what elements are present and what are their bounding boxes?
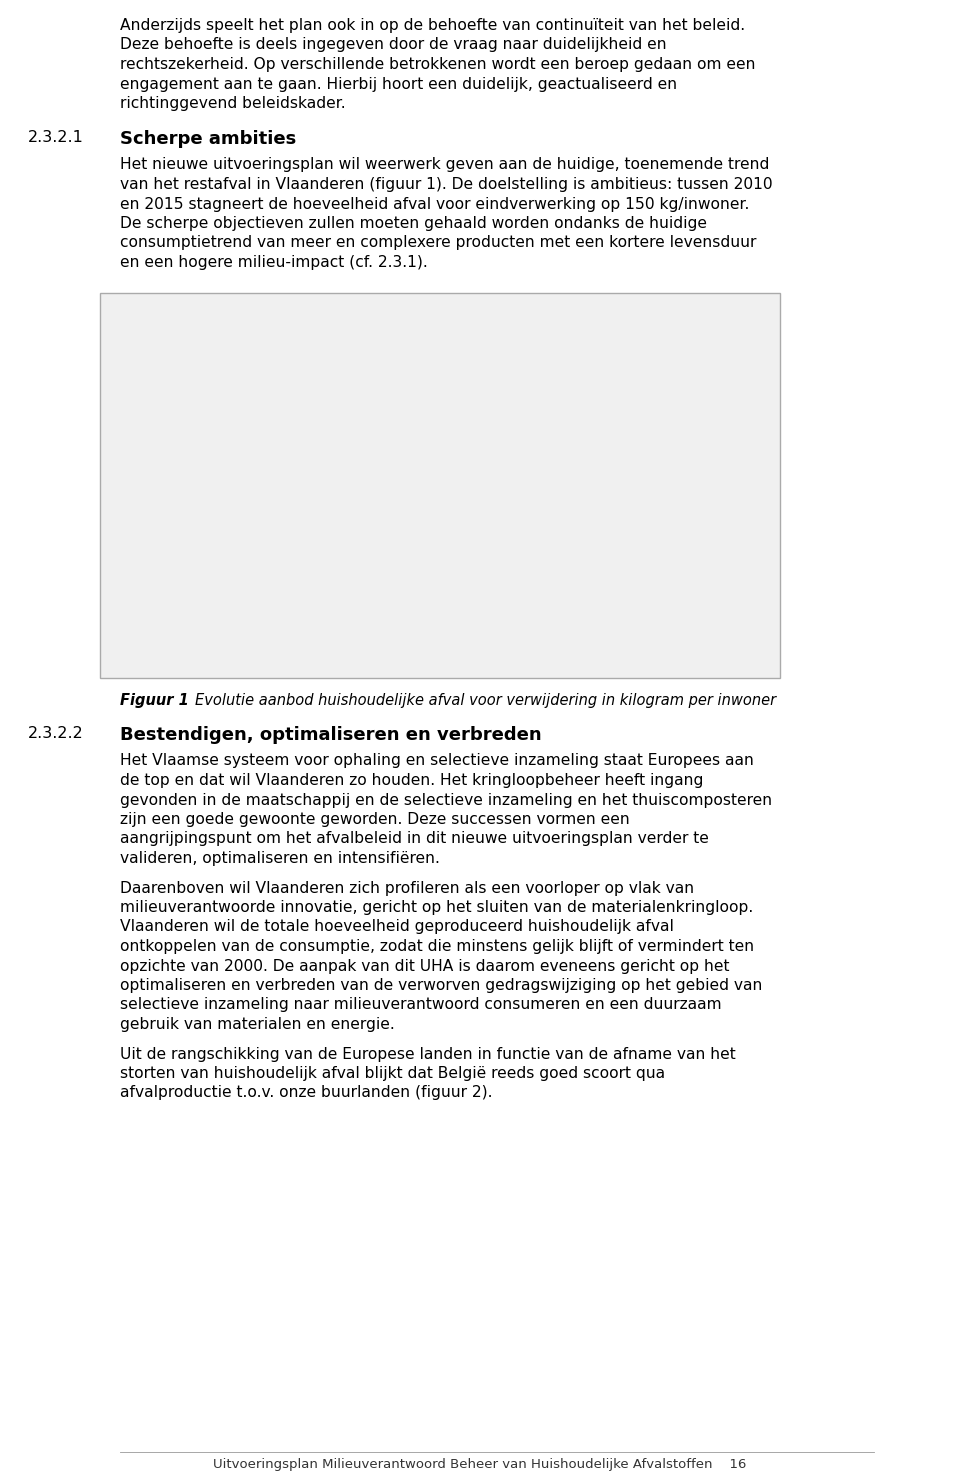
Text: valideren, optimaliseren en intensifiëren.: valideren, optimaliseren en intensifiëre… (120, 851, 440, 866)
Text: 126: 126 (301, 428, 324, 441)
Text: 8: 8 (348, 608, 354, 621)
Text: milieuverantwoorde innovatie, gericht op het sluiten van de materialenkringloop.: milieuverantwoorde innovatie, gericht op… (120, 900, 754, 914)
Bar (671, 389, 689, 636)
Text: 2.3.2.1: 2.3.2.1 (28, 130, 84, 145)
Y-axis label: kg/inwoner: kg/inwoner (117, 437, 131, 513)
Text: 120: 120 (688, 437, 710, 450)
Text: 136: 136 (204, 413, 227, 425)
Text: 7: 7 (251, 609, 258, 622)
Text: Het nieuwe uitvoeringsplan wil weerwerk geven aan de huidige, toenemende trend: Het nieuwe uitvoeringsplan wil weerwerk … (120, 158, 769, 173)
Text: Anderzijds speelt het plan ook in op de behoefte van continuïteit van het beleid: Anderzijds speelt het plan ook in op de … (120, 18, 745, 32)
Text: Deze behoefte is deels ingegeven door de vraag naar duidelijkheid en: Deze behoefte is deels ingegeven door de… (120, 37, 666, 53)
Bar (399, 447, 419, 636)
Text: van het restafval in Vlaanderen (figuur 1). De doelstelling is ambitieus: tussen: van het restafval in Vlaanderen (figuur … (120, 177, 773, 192)
Bar (342, 624, 360, 636)
Text: storten van huishoudelijk afval blijkt dat België reeds goed scoort qua: storten van huishoudelijk afval blijkt d… (120, 1066, 665, 1081)
Text: engagement aan te gaan. Hierbij hoort een duidelijk, geactualiseerd en: engagement aan te gaan. Hierbij hoort ee… (120, 77, 677, 91)
Text: consumptietrend van meer en complexere producten met een kortere levensduur: consumptietrend van meer en complexere p… (120, 236, 756, 251)
Text: Vlaanderen wil de totale hoeveelheid geproduceerd huishoudelijk afval: Vlaanderen wil de totale hoeveelheid gep… (120, 919, 674, 935)
Text: 2.3.2.2: 2.3.2.2 (28, 726, 84, 740)
Bar (323, 565, 341, 636)
Bar (632, 627, 650, 636)
Text: 41: 41 (420, 558, 436, 571)
Text: en 2015 stagneert de hoeveelheid afval voor eindverwerking op 150 kg/inwoner.: en 2015 stagneert de hoeveelheid afval v… (120, 196, 750, 211)
Text: en een hogere milieu-impact (cf. 2.3.1).: en een hogere milieu-impact (cf. 2.3.1). (120, 255, 428, 270)
Text: 5: 5 (734, 612, 741, 625)
Bar (187, 344, 205, 636)
Text: 37: 37 (517, 563, 533, 577)
Text: 161: 161 (668, 375, 691, 386)
Text: 48: 48 (228, 547, 242, 560)
Text: 36: 36 (614, 565, 629, 578)
Text: Evolutie aanbod huishoudelijke afval voor verwijdering in kilogram per inwoner: Evolutie aanbod huishoudelijke afval voo… (195, 693, 776, 708)
Text: Bestendigen, optimaliseren en verbreden: Bestendigen, optimaliseren en verbreden (120, 726, 541, 743)
Text: Uitvoeringsplan Milieuverantwoord Beheer van Huishoudelijke Afvalstoffen    16: Uitvoeringsplan Milieuverantwoord Beheer… (213, 1457, 747, 1471)
Bar (496, 454, 515, 636)
Bar (729, 628, 747, 636)
Bar (245, 625, 263, 636)
Bar (593, 456, 612, 636)
Text: Daarenboven wil Vlaanderen zich profileren als een voorloper op vlak van: Daarenboven wil Vlaanderen zich profiler… (120, 881, 694, 895)
Bar (535, 628, 554, 636)
Text: richtinggevend beleidskader.: richtinggevend beleidskader. (120, 96, 346, 111)
Text: opzichte van 2000. De aanpak van dit UHA is daarom eveneens gericht op het: opzichte van 2000. De aanpak van dit UHA… (120, 959, 730, 974)
Bar (206, 428, 225, 636)
Bar (226, 562, 244, 636)
Text: ontkoppelen van de consumptie, zodat die minstens gelijk blijft of vermindert te: ontkoppelen van de consumptie, zodat die… (120, 940, 755, 954)
Text: 123: 123 (397, 432, 420, 445)
Text: 5: 5 (540, 612, 548, 625)
Bar (477, 389, 495, 636)
Text: De scherpe objectieven zullen moeten gehaald worden ondanks de huidige: De scherpe objectieven zullen moeten geh… (120, 215, 707, 232)
Bar (303, 442, 322, 636)
Bar (380, 378, 398, 636)
Text: gevonden in de maatschappij en de selectieve inzameling en het thuiscomposteren: gevonden in de maatschappij en de select… (120, 792, 772, 807)
Text: 6: 6 (637, 611, 645, 624)
Text: optimaliseren en verbreden van de verworven gedragswijziging op het gebied van: optimaliseren en verbreden van de verwor… (120, 978, 762, 993)
Text: Het Vlaamse systeem voor ophaling en selectieve inzameling staat Europees aan: Het Vlaamse systeem voor ophaling en sel… (120, 754, 754, 768)
Bar (709, 581, 728, 636)
Text: 161: 161 (475, 375, 497, 386)
Bar (284, 360, 302, 636)
Text: selectieve inzameling naar milieuverantwoord consumeren en een duurzaam: selectieve inzameling naar milieuverantw… (120, 997, 722, 1012)
Text: Scherpe ambities: Scherpe ambities (120, 130, 297, 148)
Text: rechtszekerheid. Op verschillende betrokkenen wordt een beroep gedaan om een: rechtszekerheid. Op verschillende betrok… (120, 58, 756, 72)
Text: 6: 6 (444, 611, 451, 624)
Text: 46: 46 (324, 550, 339, 563)
Bar (690, 451, 708, 636)
Bar (612, 581, 631, 636)
Text: 159: 159 (572, 378, 594, 391)
Text: gebruik van materialen en energie.: gebruik van materialen en energie. (120, 1016, 395, 1032)
Bar (574, 392, 592, 636)
Text: Uit de rangschikking van de Europese landen in functie van de afname van het: Uit de rangschikking van de Europese lan… (120, 1046, 735, 1062)
Text: 36: 36 (711, 565, 726, 578)
Text: 180: 180 (282, 345, 304, 358)
Bar (516, 580, 534, 636)
Text: 119: 119 (494, 438, 516, 451)
Text: 191: 191 (185, 329, 207, 341)
Text: aangrijpingspunt om het afvalbeleid in dit nieuwe uitvoeringsplan verder te: aangrijpingspunt om het afvalbeleid in d… (120, 832, 708, 847)
Text: zijn een goede gewoonte geworden. Deze successen vormen een: zijn een goede gewoonte geworden. Deze s… (120, 813, 630, 827)
Bar (420, 572, 438, 636)
Text: de top en dat wil Vlaanderen zo houden. Het kringloopbeheer heeft ingang: de top en dat wil Vlaanderen zo houden. … (120, 773, 704, 788)
Legend: totaal terminaal, huisvuil, grofvuil, gemeentevuil, : totaal terminaal, huisvuil, grofvuil, ge… (603, 322, 756, 431)
Text: Figuur 1: Figuur 1 (120, 693, 189, 708)
Text: 118: 118 (591, 440, 613, 453)
Text: 169: 169 (378, 361, 401, 375)
Text: afvalproductie t.o.v. onze buurlanden (figuur 2).: afvalproductie t.o.v. onze buurlanden (f… (120, 1086, 492, 1100)
Bar (439, 627, 457, 636)
